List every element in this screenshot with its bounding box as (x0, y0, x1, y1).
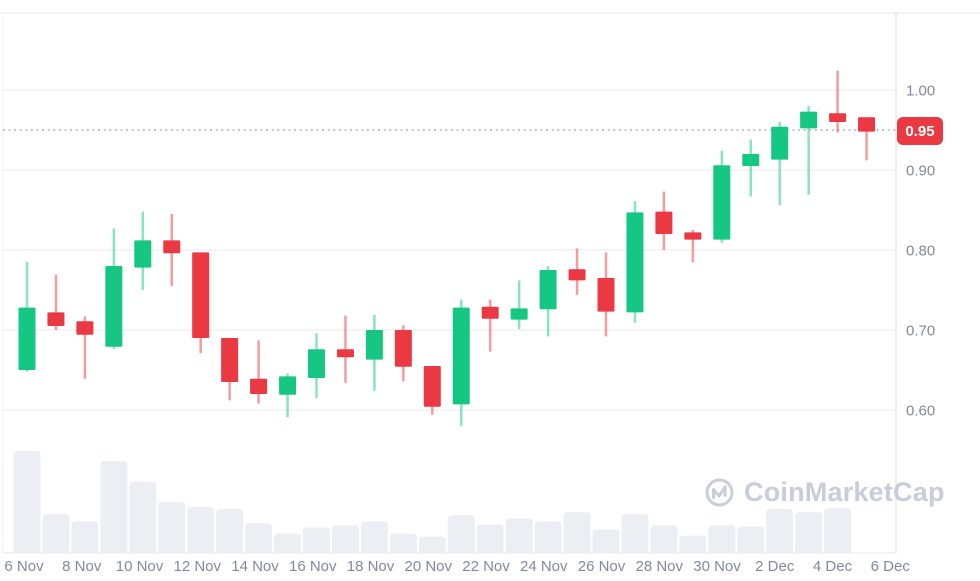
volume-bar[interactable] (563, 512, 591, 553)
x-axis-tick-label: 16 Nov (289, 558, 337, 575)
candle-wick (83, 316, 87, 379)
candle-19-nov[interactable] (394, 330, 412, 367)
volume-bar[interactable] (100, 461, 128, 553)
candle-1-dec[interactable] (742, 154, 760, 166)
candle-24-nov[interactable] (539, 270, 557, 310)
candle-wick (836, 70, 839, 133)
candle-18-nov[interactable] (365, 330, 383, 360)
candle-22-nov[interactable] (481, 306, 499, 319)
candle-21-nov[interactable] (452, 307, 470, 405)
candle-3-dec[interactable] (800, 111, 818, 129)
volume-bar[interactable] (274, 533, 302, 553)
volume-bar[interactable] (447, 515, 475, 553)
volume-bar[interactable] (129, 481, 157, 553)
candle-wick (807, 106, 810, 195)
x-axis-tick-label: 2 Dec (755, 558, 795, 575)
volume-bar[interactable] (303, 527, 330, 554)
x-axis-tick-label: 8 Nov (62, 558, 102, 575)
candle-2-dec[interactable] (771, 126, 789, 160)
candle-wick (778, 122, 781, 206)
candle-wick (749, 139, 752, 197)
candle-wick (517, 280, 521, 330)
x-axis-tick-label: 14 Nov (231, 558, 279, 575)
volume-bar[interactable] (737, 526, 765, 553)
x-axis-tick-label: 6 Nov (4, 558, 44, 575)
volume-bar[interactable] (331, 525, 359, 553)
x-axis-tick-label: 26 Nov (578, 558, 626, 575)
y-axis-tick-label: 0.70 (906, 323, 935, 340)
candle-4-dec[interactable] (829, 113, 847, 122)
candle-30-nov[interactable] (713, 165, 731, 240)
candle-25-nov[interactable] (568, 269, 586, 281)
y-axis-tick-label: 1.00 (906, 83, 935, 100)
x-axis-tick-label: 10 Nov (116, 558, 164, 575)
volume-bar[interactable] (42, 514, 70, 553)
candle-20-nov[interactable] (423, 366, 441, 407)
volume-bar[interactable] (650, 525, 678, 553)
candle-11-nov[interactable] (163, 240, 181, 254)
x-axis-tick-label: 30 Nov (693, 558, 741, 575)
candle-5-dec[interactable] (858, 117, 876, 132)
candle-28-nov[interactable] (655, 211, 673, 234)
candle-29-nov[interactable] (684, 232, 702, 240)
volume-bar[interactable] (679, 535, 707, 553)
volume-bar[interactable] (534, 521, 562, 553)
volume-bar[interactable] (418, 536, 446, 553)
candle-8-nov[interactable] (76, 321, 94, 335)
candle-wick (257, 340, 260, 404)
candle-17-nov[interactable] (336, 349, 354, 358)
volume-bar[interactable] (158, 502, 186, 553)
volume-bar[interactable] (245, 523, 273, 553)
volume-bar[interactable] (360, 521, 388, 553)
candle-wick (488, 299, 492, 352)
volume-bar[interactable] (824, 508, 852, 553)
candle-26-nov[interactable] (597, 278, 615, 312)
x-axis-tick-label: 6 Dec (871, 558, 911, 575)
candle-9-nov[interactable] (105, 266, 123, 347)
candle-16-nov[interactable] (308, 349, 325, 378)
candle-12-nov[interactable] (192, 252, 210, 338)
volume-bar[interactable] (766, 509, 794, 553)
candle-wick (865, 117, 868, 161)
candle-14-nov[interactable] (250, 378, 268, 394)
volume-bar[interactable] (71, 521, 99, 553)
x-axis-tick-label: 12 Nov (173, 558, 221, 575)
candle-10-nov[interactable] (134, 240, 152, 268)
candle-13-nov[interactable] (221, 338, 239, 382)
volume-bar[interactable] (708, 525, 736, 553)
volume-bar[interactable] (389, 533, 417, 553)
x-axis-tick-label: 20 Nov (404, 558, 452, 575)
candle-6-nov[interactable] (18, 307, 36, 370)
y-axis-tick-label: 0.60 (906, 403, 935, 420)
candle-15-nov[interactable] (279, 376, 297, 395)
candle-wick (54, 274, 58, 330)
x-axis-tick-label: 24 Nov (520, 558, 568, 575)
volume-bar[interactable] (187, 507, 215, 553)
candle-23-nov[interactable] (510, 308, 528, 320)
volume-bar[interactable] (476, 524, 504, 553)
x-axis-tick-label: 18 Nov (347, 558, 395, 575)
volume-bar[interactable] (621, 514, 649, 553)
x-axis-tick-label: 28 Nov (635, 558, 683, 575)
volume-bar[interactable] (216, 509, 244, 553)
y-axis-tick-label: 0.80 (906, 243, 935, 260)
volume-bar[interactable] (505, 518, 533, 553)
y-axis-tick-label: 0.90 (906, 163, 935, 180)
candle-wick (286, 373, 289, 418)
candle-wick (691, 230, 695, 262)
current-price-badge: 0.95 (897, 117, 943, 145)
x-axis-tick-label: 4 Dec (813, 558, 853, 575)
candle-7-nov[interactable] (47, 312, 65, 326)
x-axis-tick-label: 22 Nov (462, 558, 510, 575)
volume-bar[interactable] (795, 512, 823, 553)
candle-27-nov[interactable] (626, 212, 644, 313)
volume-bar[interactable] (13, 451, 41, 553)
volume-bar[interactable] (592, 529, 620, 553)
